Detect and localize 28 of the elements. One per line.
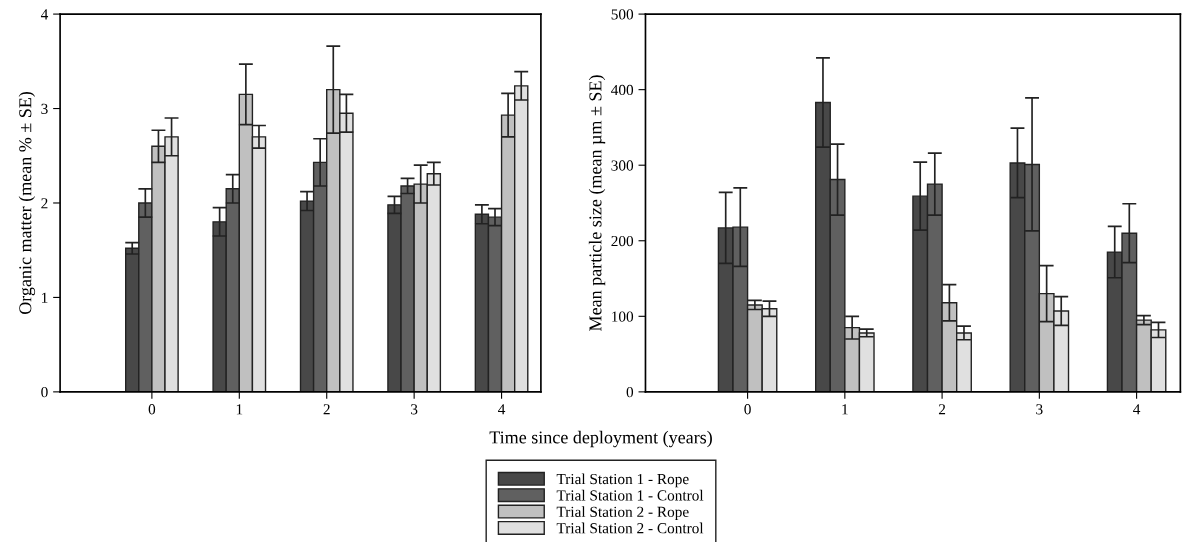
- x-tick-label: 3: [1036, 404, 1043, 415]
- x-tick-label: 2: [323, 404, 330, 415]
- legend-label: Trial Station 1 - Rope: [556, 473, 689, 488]
- y-tick-label: 100: [612, 311, 634, 322]
- y-tick-label: 200: [611, 235, 634, 247]
- y-tick-label: 2: [41, 198, 48, 209]
- x-tick-label: 3: [411, 404, 418, 415]
- x-axis-title: Time since deployment (years): [489, 430, 712, 448]
- legend-label: Trial Station 1 - Control: [556, 489, 704, 501]
- y-tick-label: 0: [626, 387, 634, 398]
- legend-label: Trial Station 2 - Control: [556, 522, 704, 534]
- y-tick-label: 500: [611, 9, 634, 20]
- y-axis-title: Mean particle size (mean µm ± SE): [588, 75, 606, 331]
- y-tick-label: 1: [42, 292, 48, 303]
- x-tick-label: 1: [842, 404, 848, 415]
- x-tick-label: 1: [236, 404, 243, 415]
- x-tick-label: 4: [1133, 404, 1141, 415]
- y-axis-title: Organic matter (mean % ± SE): [18, 91, 36, 315]
- y-tick-label: 0: [41, 387, 48, 398]
- x-tick-label: 2: [938, 404, 946, 415]
- x-tick-label: 4: [498, 404, 506, 415]
- y-tick-label: 4: [40, 9, 49, 20]
- legend-label: Trial Station 2 - Rope: [556, 506, 689, 521]
- y-tick-label: 3: [41, 103, 48, 114]
- x-tick-label: 0: [744, 404, 751, 415]
- x-tick-label: 0: [148, 404, 156, 415]
- y-tick-label: 300: [611, 160, 634, 171]
- y-tick-label: 400: [611, 84, 634, 96]
